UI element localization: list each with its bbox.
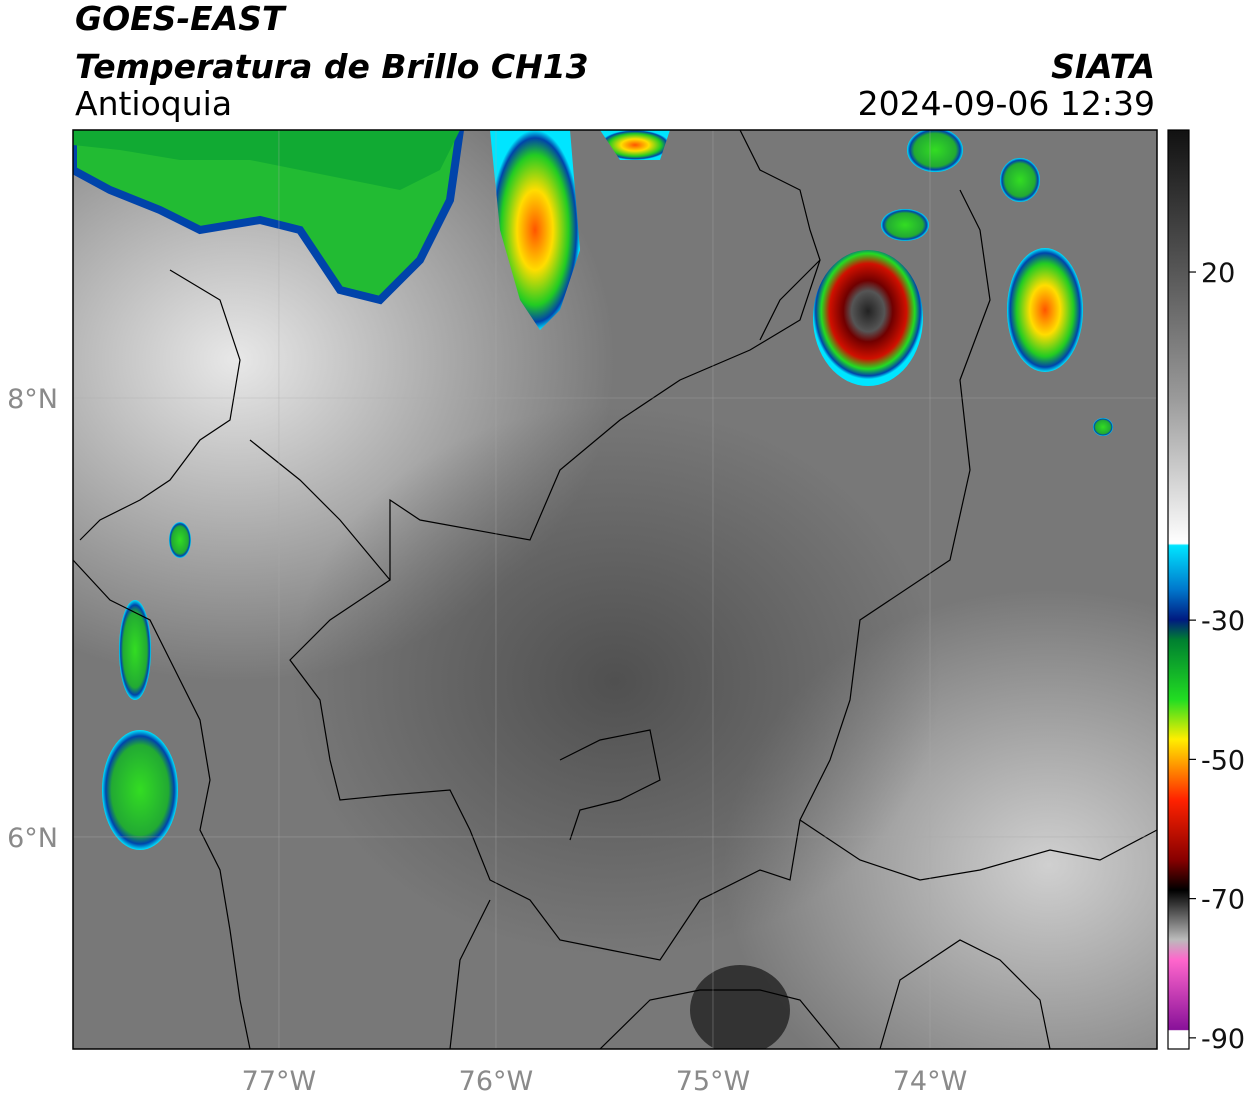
map-frame bbox=[72, 129, 1158, 1050]
colorbar-tick-label: -90 bbox=[1201, 1024, 1245, 1055]
lon-tick-label: 74°W bbox=[893, 1066, 968, 1097]
colorbar-tick-label: -70 bbox=[1201, 885, 1245, 916]
colorbar-tick-label: -50 bbox=[1201, 745, 1245, 776]
title: GOES-EAST bbox=[75, 0, 287, 38]
lat-tick-label: 8°N bbox=[7, 384, 58, 415]
datetime: 2024-09-06 12:39 bbox=[858, 84, 1155, 123]
colorbar-tick-label: -30 bbox=[1201, 606, 1245, 637]
lon-tick-label: 75°W bbox=[676, 1066, 751, 1097]
region: Antioquia bbox=[75, 84, 232, 123]
map-image bbox=[73, 130, 1157, 1049]
lon-tick-label: 76°W bbox=[459, 1066, 534, 1097]
colorbar bbox=[1167, 129, 1190, 1050]
ticks: 77°W 76°W 75°W 74°W 8°N 6°N 20 -30 -50 -70 -90 bbox=[7, 258, 1245, 1097]
grid bbox=[73, 130, 1157, 1049]
source: SIATA bbox=[1051, 47, 1155, 86]
lat-tick-label: 6°N bbox=[7, 823, 58, 854]
colorbar-tick-label: 20 bbox=[1201, 258, 1235, 289]
lon-tick-label: 77°W bbox=[242, 1066, 317, 1097]
subtitle: Temperatura de Brillo CH13 bbox=[75, 47, 589, 86]
